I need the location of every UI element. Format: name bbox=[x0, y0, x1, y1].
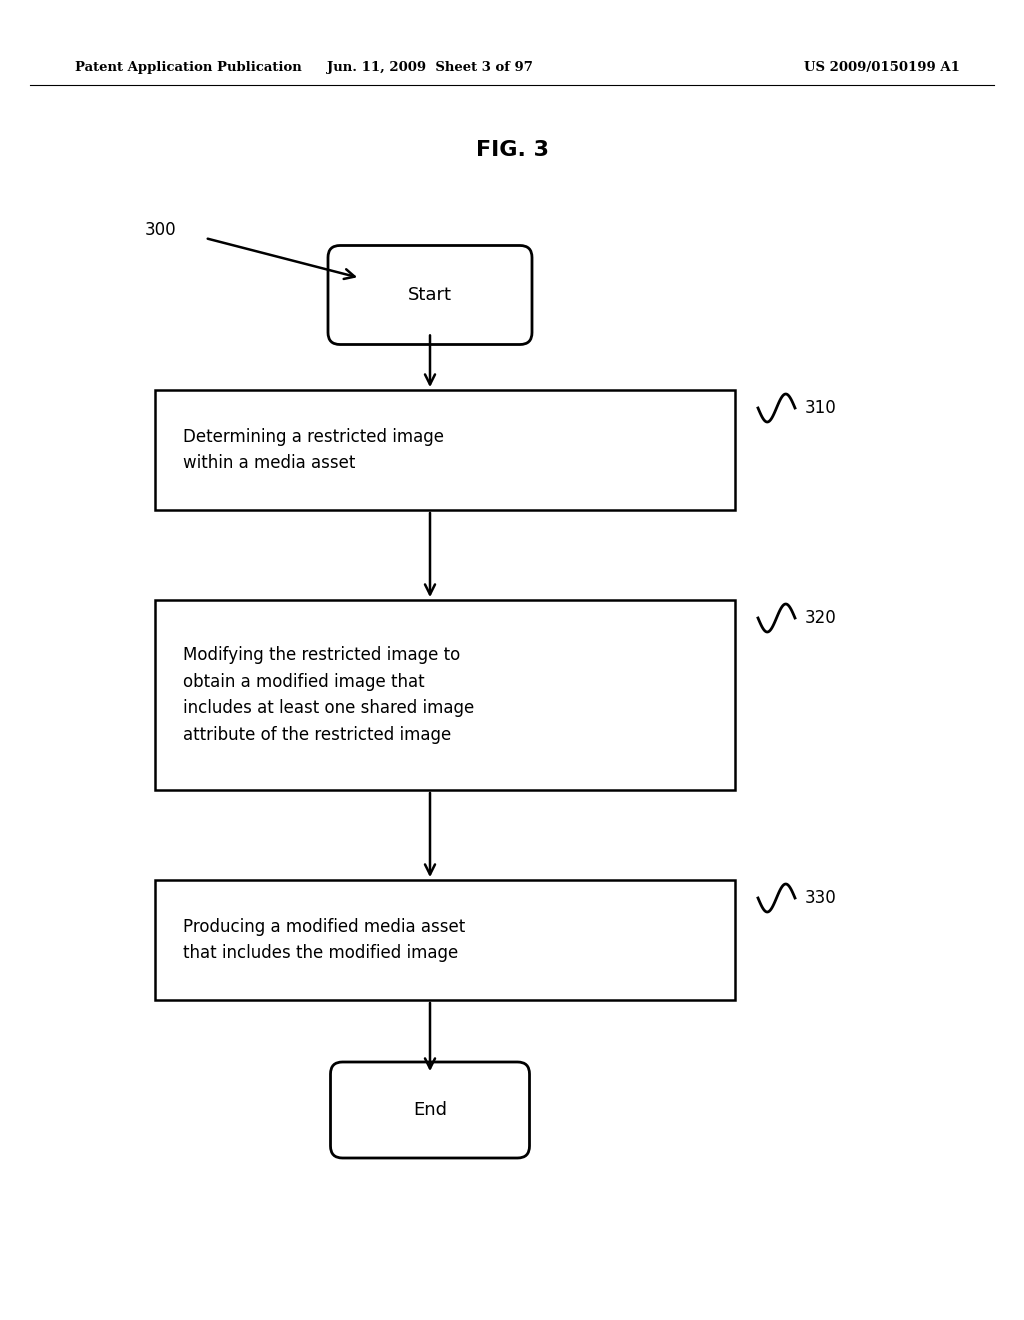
Text: 320: 320 bbox=[805, 609, 837, 627]
Text: US 2009/0150199 A1: US 2009/0150199 A1 bbox=[804, 62, 961, 74]
FancyBboxPatch shape bbox=[331, 1063, 529, 1158]
Text: Modifying the restricted image to
obtain a modified image that
includes at least: Modifying the restricted image to obtain… bbox=[183, 647, 474, 743]
Text: FIG. 3: FIG. 3 bbox=[475, 140, 549, 160]
Text: 330: 330 bbox=[805, 888, 837, 907]
Text: 310: 310 bbox=[805, 399, 837, 417]
Text: 300: 300 bbox=[145, 220, 176, 239]
Bar bbox=[155, 389, 735, 510]
Bar bbox=[155, 880, 735, 1001]
Text: Determining a restricted image
within a media asset: Determining a restricted image within a … bbox=[183, 428, 444, 473]
Text: Producing a modified media asset
that includes the modified image: Producing a modified media asset that in… bbox=[183, 917, 465, 962]
FancyBboxPatch shape bbox=[328, 246, 532, 345]
Text: End: End bbox=[413, 1101, 447, 1119]
Bar bbox=[155, 601, 735, 789]
Text: Patent Application Publication: Patent Application Publication bbox=[75, 62, 302, 74]
Text: Jun. 11, 2009  Sheet 3 of 97: Jun. 11, 2009 Sheet 3 of 97 bbox=[327, 62, 532, 74]
Text: Start: Start bbox=[408, 286, 452, 304]
